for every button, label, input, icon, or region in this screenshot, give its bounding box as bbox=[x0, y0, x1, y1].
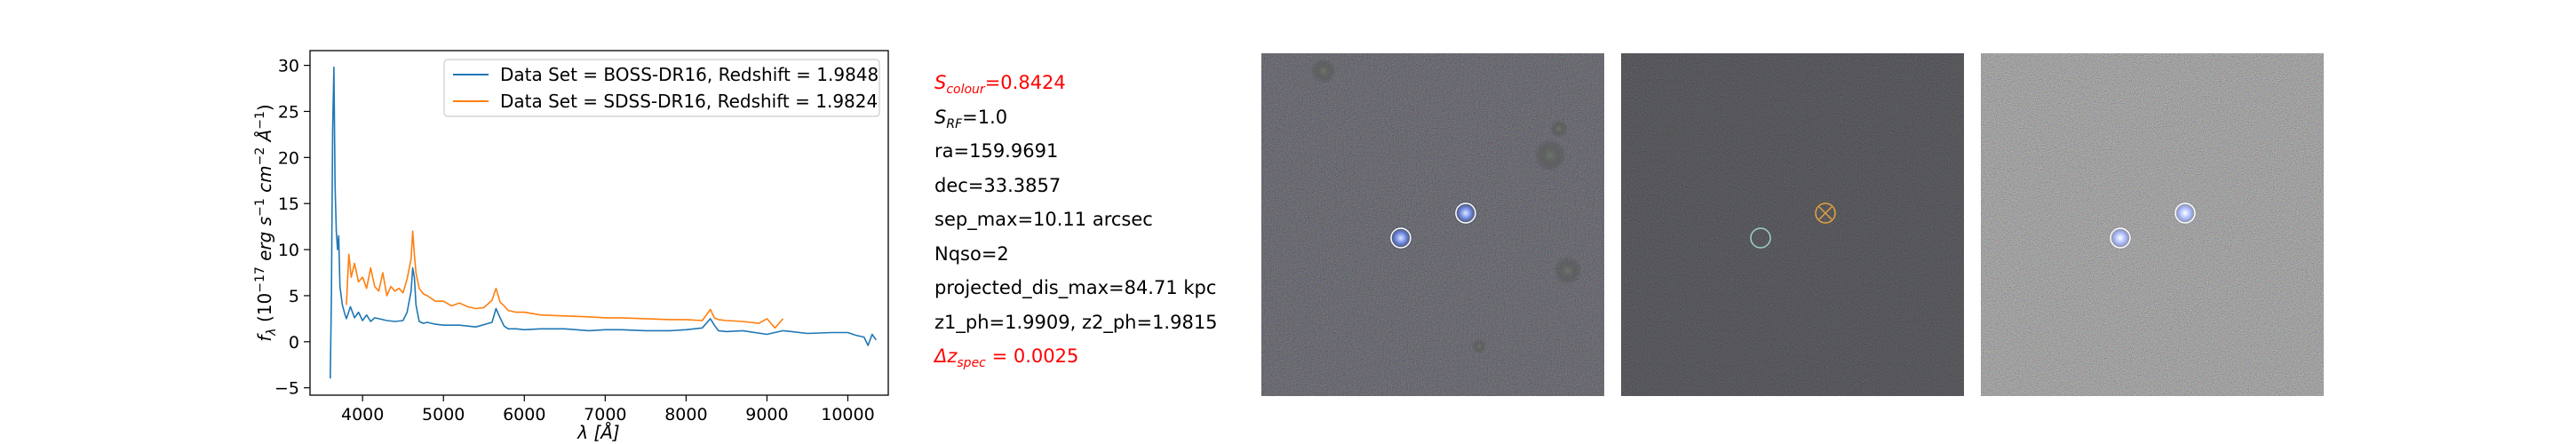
image-panel-residual bbox=[1621, 53, 1964, 396]
x-axis: 4000 5000 6000 7000 8000 9000 10000 bbox=[341, 395, 875, 424]
z-ph-value: z1_ph=1.9909, z2_ph=1.9815 bbox=[934, 311, 1218, 333]
faint-source bbox=[1550, 120, 1568, 138]
x-axis-label: λ [Å] bbox=[576, 422, 619, 443]
qso-source-1 bbox=[2108, 226, 2133, 250]
legend-label-boss: Data Set = BOSS-DR16, Redshift = 1.9848 bbox=[500, 64, 879, 85]
y-tick-label: 5 bbox=[289, 287, 299, 306]
y-tick-label: 30 bbox=[278, 57, 299, 76]
nqso-value: Nqso=2 bbox=[934, 242, 1009, 265]
dz-spec-value: Δzspec = 0.0025 bbox=[934, 345, 1079, 371]
s-rf-value: SRF=1.0 bbox=[934, 106, 1008, 131]
image-noise bbox=[1621, 53, 1964, 396]
y-tick-label: 10 bbox=[278, 241, 299, 260]
series-line-sdss bbox=[346, 230, 784, 329]
image-noise bbox=[1981, 53, 2324, 396]
y-axis-label: fλ (10−17 erg s−1 cm−2 Å−1) bbox=[253, 104, 279, 341]
legend-box bbox=[443, 59, 880, 117]
x-tick-label: 7000 bbox=[584, 405, 626, 424]
qso-cross-2 bbox=[1818, 206, 1833, 220]
y-axis: −5 0 5 10 15 20 25 30 bbox=[274, 57, 310, 399]
faint-source bbox=[1554, 257, 1582, 285]
sep-max-value: sep_max=10.11 arcsec bbox=[934, 209, 1153, 230]
qso-marker-1 bbox=[2110, 227, 2131, 249]
legend-label-sdss: Data Set = SDSS-DR16, Redshift = 1.9824 bbox=[500, 91, 878, 112]
faint-source bbox=[1311, 59, 1336, 83]
faint-source bbox=[1534, 139, 1566, 171]
x-tick-label: 9000 bbox=[745, 405, 788, 424]
projected-dis-max-value: projected_dis_max=84.71 kpc bbox=[934, 277, 1217, 298]
object-info: Scolour=0.8424 SRF=1.0 ra=159.9691 dec=3… bbox=[934, 66, 1218, 374]
qso-source-2 bbox=[2173, 201, 2198, 226]
ra-value: ra=159.9691 bbox=[934, 140, 1059, 162]
series-line-boss bbox=[330, 66, 877, 379]
qso-marker-1 bbox=[1750, 227, 1771, 249]
image-panel-color bbox=[1261, 53, 1604, 396]
image-noise bbox=[1261, 53, 1604, 396]
s-colour-value: Scolour=0.8424 bbox=[934, 72, 1066, 98]
qso-marker-2 bbox=[1455, 202, 1476, 224]
qso-source-1 bbox=[1388, 226, 1413, 250]
legend: Data Set = BOSS-DR16, Redshift = 1.9848 … bbox=[443, 59, 880, 117]
x-tick-label: 6000 bbox=[503, 405, 545, 424]
y-tick-label: 15 bbox=[278, 194, 299, 214]
qso-marker-2 bbox=[2174, 202, 2196, 224]
y-tick-label: −5 bbox=[274, 379, 299, 399]
qso-marker-1 bbox=[1390, 227, 1411, 249]
spectrum-chart: 4000 5000 6000 7000 8000 9000 10000 −5 0 5 10 15 20… bbox=[253, 50, 889, 443]
image-panel-noisy bbox=[1981, 53, 2324, 396]
x-tick-label: 4000 bbox=[341, 405, 384, 424]
y-tick-label: 20 bbox=[278, 148, 299, 168]
y-tick-label: 0 bbox=[289, 333, 299, 353]
x-tick-label: 10000 bbox=[821, 405, 874, 424]
qso-marker-2 bbox=[1815, 202, 1836, 224]
x-tick-label: 8000 bbox=[664, 405, 707, 424]
y-tick-label: 25 bbox=[278, 102, 299, 122]
dec-value: dec=33.3857 bbox=[934, 174, 1061, 196]
qso-source-2 bbox=[1453, 201, 1478, 226]
x-tick-label: 5000 bbox=[422, 405, 465, 424]
faint-source bbox=[1472, 339, 1486, 353]
series-lines bbox=[330, 66, 877, 379]
